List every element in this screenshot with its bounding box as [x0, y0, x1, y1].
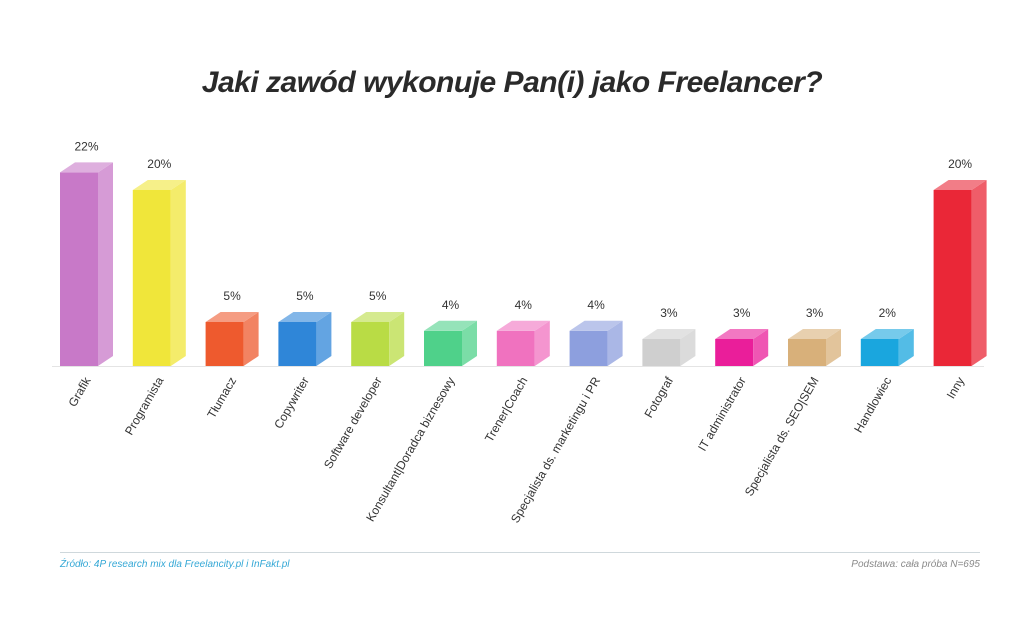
bar-side-2 [243, 312, 259, 366]
bar-top-12 [933, 180, 987, 190]
bar-side-4 [389, 312, 405, 366]
source-note: Źródło: 4P research mix dla Freelancity.… [60, 559, 290, 570]
bar-side-11 [898, 329, 914, 366]
category-label-10: Specjalista ds. SEO|SEM [742, 374, 822, 498]
bar-front-4 [351, 322, 390, 366]
bar-front-12 [933, 190, 972, 366]
category-label-3: Copywriter [271, 375, 312, 432]
bar-side-12 [971, 180, 987, 366]
value-label-3: 5% [296, 289, 314, 303]
bar-top-8 [642, 329, 696, 339]
bar-top-5 [424, 320, 477, 331]
bar-top-7 [569, 320, 623, 331]
bar-front-5 [424, 330, 462, 366]
value-label-6: 4% [515, 298, 533, 312]
bar-side-9 [753, 329, 769, 366]
bar-chart: 22% Grafik 20% Programista 5% Tłumacz 5% Copywr… [52, 139, 987, 525]
value-label-11: 2% [879, 306, 897, 320]
value-label-12: 20% [948, 157, 972, 171]
bar-side-0 [98, 162, 113, 366]
bar-front-10 [788, 339, 826, 366]
bar-side-8 [680, 329, 696, 366]
category-label-2: Tłumacz [204, 375, 239, 421]
value-label-4: 5% [369, 289, 387, 303]
category-label-6: Trener|Coach [482, 375, 530, 445]
sample-base-note: Podstawa: cała próba N=695 [851, 559, 980, 570]
bar-front-6 [496, 330, 535, 366]
bar-side-1 [170, 180, 186, 366]
bar-front-7 [569, 330, 608, 366]
footer-divider [60, 552, 980, 553]
category-label-11: Handlowiec [851, 375, 894, 436]
bar-top-4 [351, 312, 405, 322]
bar-side-5 [462, 320, 477, 366]
bar-front-9 [715, 339, 754, 366]
value-label-9: 3% [733, 306, 751, 320]
value-label-2: 5% [223, 289, 241, 303]
bar-side-3 [316, 312, 332, 366]
bar-top-9 [715, 329, 769, 339]
value-label-5: 4% [442, 298, 460, 312]
category-label-4: Software developer [321, 375, 385, 472]
value-label-10: 3% [806, 306, 824, 320]
bar-front-2 [205, 322, 244, 366]
chart-title: Jaki zawód wykonuje Pan(i) jako Freelanc… [201, 66, 823, 99]
value-label-0: 22% [74, 139, 98, 153]
category-label-9: IT administrator [695, 374, 749, 453]
bar-top-3 [278, 312, 332, 322]
category-label-12: Inny [944, 375, 967, 402]
bar-side-10 [826, 329, 841, 366]
bar-top-10 [788, 329, 841, 339]
bar-front-3 [278, 322, 317, 366]
bar-top-0 [60, 162, 113, 173]
category-label-0: Grafik [65, 374, 94, 410]
value-label-8: 3% [660, 306, 678, 320]
category-label-8: Fotograf [642, 374, 677, 420]
bar-front-8 [642, 339, 681, 366]
bar-top-6 [496, 320, 550, 331]
value-label-1: 20% [147, 157, 171, 171]
category-label-5: Konsultant|Doradca biznesowy [363, 375, 457, 525]
bar-front-1 [132, 190, 171, 366]
bar-front-0 [60, 172, 98, 366]
bar-top-1 [132, 180, 186, 190]
category-label-1: Programista [122, 374, 167, 437]
bar-side-7 [607, 320, 623, 366]
bar-front-11 [860, 339, 899, 366]
bar-top-11 [860, 329, 914, 339]
category-label-7: Specjalista ds. marketingu i PR [508, 374, 603, 525]
bar-side-6 [534, 320, 550, 366]
bar-top-2 [205, 312, 259, 322]
value-label-7: 4% [587, 298, 605, 312]
